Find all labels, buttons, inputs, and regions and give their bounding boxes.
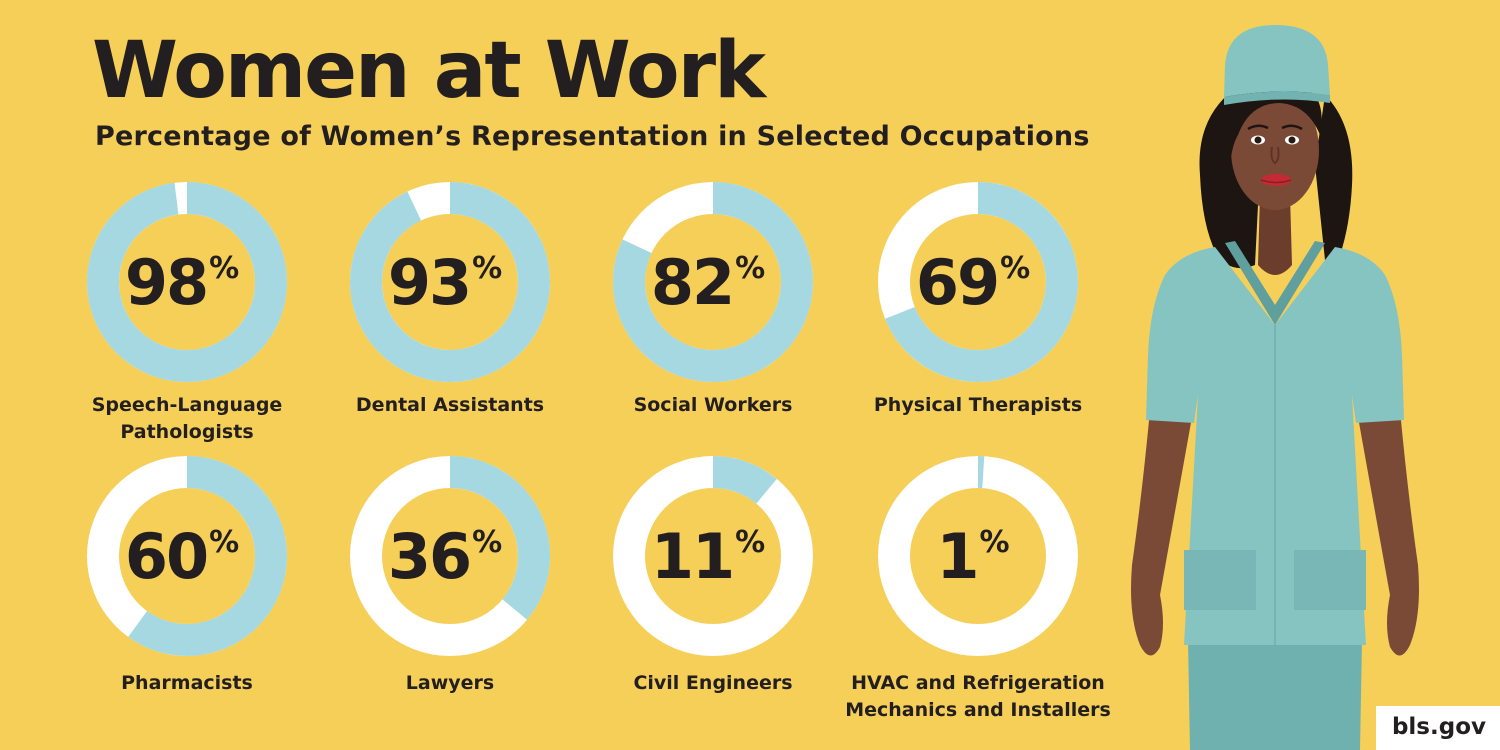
occupation-label-line: Speech-Language	[91, 394, 283, 416]
occupation-label: HVAC and Refrigeration Mechanics and Inst…	[843, 670, 1113, 724]
infographic-subtitle: Percentage of Women’s Representation in …	[95, 121, 1090, 152]
donut-segment	[350, 182, 550, 382]
nurse-illustration	[1131, 25, 1419, 750]
source-badge: bls.gov	[1375, 706, 1500, 750]
donut-segment	[712, 456, 777, 505]
occupation-label-line: Civil Engineers	[633, 672, 793, 694]
occupation-label-line: Lawyers	[405, 672, 495, 694]
donut-track	[350, 182, 550, 382]
occupation-label-line: Dental Assistants	[355, 394, 545, 416]
occupation-label: Social Workers	[578, 392, 848, 419]
donut-track	[350, 456, 550, 656]
donut-segment	[128, 456, 287, 656]
occupation-label: Speech-Language Pathologists	[52, 392, 322, 446]
donut-value-label: 82%	[651, 246, 765, 319]
donut-track	[613, 182, 813, 382]
donut-segment	[885, 182, 1078, 382]
occupation-label-line: HVAC and Refrigeration	[851, 672, 1105, 694]
occupation-label-line: Social Workers	[633, 394, 793, 416]
infographic-title: Women at Work	[92, 26, 766, 116]
donut-value-label: 1%	[936, 520, 1009, 593]
donut-track	[87, 182, 287, 382]
donut-segment	[449, 456, 550, 620]
occupation-label-line: Mechanics and Installers	[845, 699, 1111, 721]
donut-segment	[87, 182, 287, 382]
donut-value-label: 69%	[916, 246, 1030, 319]
occupation-label-line: Physical Therapists	[873, 394, 1083, 416]
occupation-label: Physical Therapists	[843, 392, 1113, 419]
donut-value-label: 36%	[388, 520, 502, 593]
occupation-label: Pharmacists	[52, 670, 322, 697]
occupation-label: Lawyers	[315, 670, 585, 697]
occupation-label: Dental Assistants	[315, 392, 585, 419]
donut-track	[613, 456, 813, 656]
occupation-label-line: Pharmacists	[121, 672, 253, 694]
donut-value-label: 98%	[125, 246, 239, 319]
donut-value-label: 11%	[651, 520, 765, 593]
donut-value-label: 60%	[125, 520, 239, 593]
donut-segment	[613, 182, 813, 382]
occupation-label: Civil Engineers	[578, 670, 848, 697]
occupation-label-line: Pathologists	[120, 421, 254, 443]
donut-value-label: 93%	[388, 246, 502, 319]
donut-track	[878, 182, 1078, 382]
donut-track	[87, 456, 287, 656]
donut-track	[878, 456, 1078, 656]
